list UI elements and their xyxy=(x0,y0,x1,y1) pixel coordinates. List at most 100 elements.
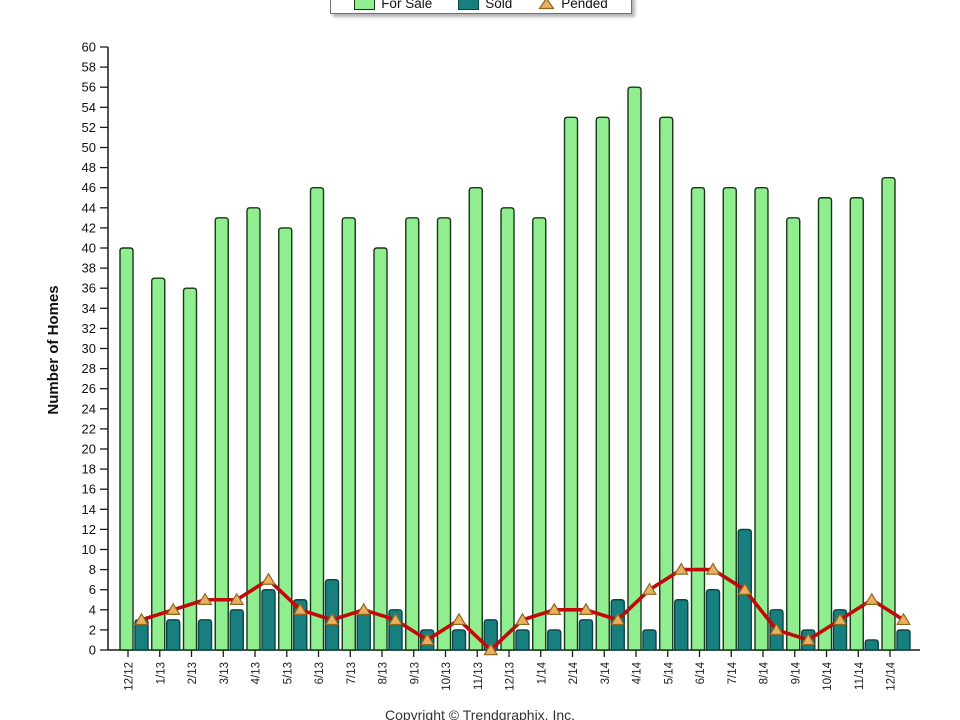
y-tick-label: 14 xyxy=(82,502,96,517)
for-sale-bar xyxy=(500,207,515,651)
for-sale-bar xyxy=(722,187,737,651)
pended-marker xyxy=(197,592,213,605)
for-sale-bar xyxy=(786,217,801,651)
sold-swatch-icon xyxy=(458,0,480,10)
sold-bar xyxy=(451,629,467,651)
sold-bar xyxy=(674,599,689,651)
y-tick-label: 16 xyxy=(82,482,96,497)
for-sale-bar xyxy=(849,197,864,651)
x-tick-label: 11/13 xyxy=(473,662,485,690)
for-sale-bar xyxy=(151,277,166,651)
pended-marker xyxy=(515,612,530,626)
x-tick-label: 3/13 xyxy=(219,662,231,684)
pended-marker xyxy=(769,622,784,636)
y-tick-label: 38 xyxy=(82,261,96,276)
for-sale-bar xyxy=(246,207,261,651)
y-tick-label: 52 xyxy=(82,120,96,135)
pended-marker xyxy=(261,572,276,585)
sold-bar xyxy=(166,619,181,651)
sold-bar xyxy=(229,609,244,651)
pended-marker xyxy=(610,612,626,626)
for-sale-bar xyxy=(278,227,293,651)
y-tick-label: 4 xyxy=(89,602,96,617)
x-tick-label: 9/14 xyxy=(790,661,802,684)
pended-marker xyxy=(864,592,880,605)
y-tick-label: 26 xyxy=(82,381,96,396)
pended-marker xyxy=(419,632,435,646)
for-sale-bar xyxy=(532,217,547,651)
y-axis: 0246810121416182022242628303234363840424… xyxy=(82,40,108,658)
for-sale-bar xyxy=(690,187,706,651)
x-tick-label: 12/12 xyxy=(124,662,136,691)
x-tick-label: 4/13 xyxy=(251,662,263,684)
x-tick-label: 3/14 xyxy=(600,661,612,684)
sold-bar xyxy=(896,629,911,651)
legend-item-sold: Sold xyxy=(458,0,512,10)
for-sale-bar xyxy=(436,217,452,651)
sold-bar xyxy=(705,589,721,651)
y-tick-label: 50 xyxy=(82,140,96,155)
for-sale-bar xyxy=(659,116,674,651)
for-sale-bar xyxy=(881,176,896,651)
x-tick-label: 9/13 xyxy=(409,662,421,684)
x-tick-label: 12/13 xyxy=(505,662,517,691)
for-sale-bars xyxy=(119,86,896,651)
sold-bar xyxy=(642,629,657,651)
for-sale-bar xyxy=(309,187,325,651)
for-sale-bar xyxy=(214,217,229,651)
pended-marker xyxy=(324,612,340,626)
y-tick-label: 0 xyxy=(89,643,96,658)
y-tick-label: 24 xyxy=(82,401,96,416)
y-tick-label: 28 xyxy=(82,361,96,376)
pended-marker xyxy=(578,602,594,615)
sold-bar xyxy=(356,609,371,651)
legend-label-sold: Sold xyxy=(485,0,513,11)
y-tick-label: 18 xyxy=(82,462,96,477)
pended-markers xyxy=(134,562,911,656)
x-tick-label: 2/13 xyxy=(187,662,199,684)
legend-item-pended: Pended xyxy=(538,0,608,10)
x-tick-label: 7/14 xyxy=(727,661,739,684)
x-tick-label: 5/13 xyxy=(282,662,294,684)
x-axis: 12/12 1/13 2/13 3/13 4/13 5/13 6/13 7/13 8/13 9/1… xyxy=(124,650,898,691)
sold-bar xyxy=(483,619,498,651)
y-tick-label: 44 xyxy=(82,200,96,215)
sold-bar xyxy=(547,629,562,651)
for-sale-bar xyxy=(754,187,769,651)
y-tick-label: 2 xyxy=(89,622,96,637)
sold-bar xyxy=(197,619,213,651)
sold-bar xyxy=(261,589,276,651)
x-tick-label: 1/14 xyxy=(536,661,548,684)
for-sale-swatch-icon xyxy=(354,0,376,10)
x-tick-label: 10/13 xyxy=(441,662,453,691)
for-sale-bar xyxy=(627,86,642,651)
pended-marker xyxy=(673,562,689,575)
pended-marker xyxy=(483,642,499,656)
copyright-text: Copyright © Trendgraphix, Inc. xyxy=(384,707,576,720)
y-tick-label: 22 xyxy=(82,421,96,436)
x-tick-label: 1/13 xyxy=(155,662,167,684)
x-tick-label: 4/14 xyxy=(632,661,644,684)
for-sale-bar xyxy=(182,287,198,651)
sold-bar xyxy=(864,639,879,651)
y-tick-label: 20 xyxy=(82,442,96,457)
y-tick-label: 30 xyxy=(82,341,96,356)
y-tick-label: 40 xyxy=(82,241,96,256)
pended-marker xyxy=(705,562,721,575)
x-tick-label: 2/14 xyxy=(568,661,580,684)
pended-marker-icon xyxy=(538,0,555,10)
y-tick-label: 32 xyxy=(82,321,96,336)
pended-marker xyxy=(229,592,245,605)
for-sale-bar xyxy=(468,187,483,651)
pended-marker xyxy=(388,612,403,626)
y-tick-label: 48 xyxy=(82,160,96,175)
for-sale-bar xyxy=(595,116,610,651)
x-tick-label: 8/13 xyxy=(378,662,390,684)
for-sale-bar xyxy=(373,247,388,651)
pended-marker xyxy=(642,582,657,595)
y-tick-label: 8 xyxy=(89,562,96,577)
pended-marker xyxy=(134,612,149,626)
y-tick-label: 34 xyxy=(82,301,96,316)
